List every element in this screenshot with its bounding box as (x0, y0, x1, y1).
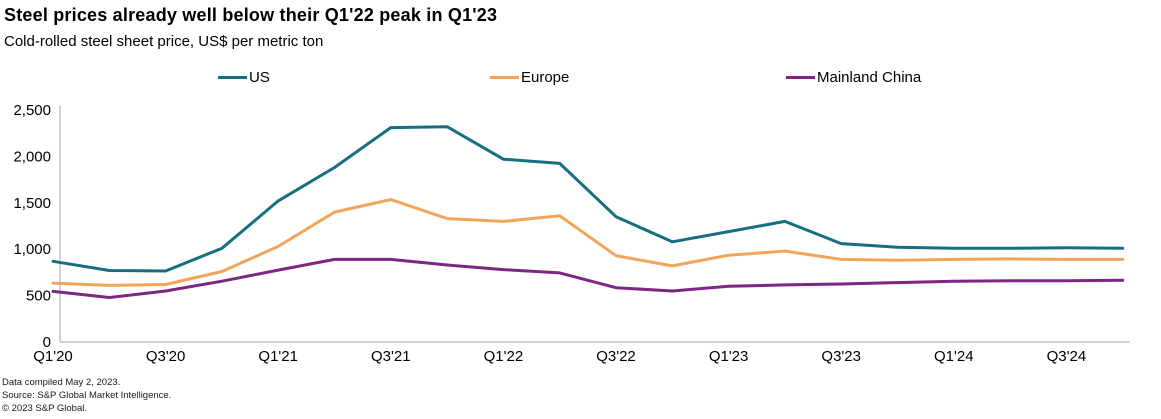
chart-footnotes: Data compiled May 2, 2023. Source: S&P G… (2, 376, 171, 415)
footnote-source: Source: S&P Global Market Intelligence. (2, 390, 172, 401)
legend-item-us: US (218, 68, 270, 86)
x-tick-label: Q1'21 (258, 348, 298, 365)
x-tick-label: Q3'21 (371, 348, 411, 365)
us-line (51, 125, 1125, 273)
x-tick-label: Q3'20 (146, 348, 186, 365)
mainland-china-line-swatch-icon (786, 75, 815, 79)
x-tick-label: Q1'23 (709, 348, 749, 365)
x-tick-label: Q3'24 (1047, 348, 1087, 365)
footnote-data-compiled: Data compiled May 2, 2023. (2, 377, 121, 388)
mainland-china-line (51, 257, 1125, 299)
y-tick-label: 1,500 (13, 195, 51, 212)
footnote-copyright: © 2023 S&P Global. (2, 403, 87, 414)
y-tick-label: 1,000 (13, 241, 51, 258)
y-tick-label: 0 (43, 334, 51, 351)
x-tick-label: Q1'24 (934, 348, 974, 365)
y-tick-label: 2,000 (13, 148, 51, 165)
x-tick-label: Q1'20 (33, 348, 73, 365)
chart-title: Steel prices already well below their Q1… (4, 5, 498, 25)
y-tick-label: 2,500 (13, 102, 51, 119)
legend-label-mainland-china: Mainland China (817, 68, 922, 86)
us-line-swatch-icon (218, 75, 247, 79)
x-tick-label: Q3'23 (821, 348, 861, 365)
x-tick-label: Q1'22 (484, 348, 524, 365)
europe-line-swatch-icon (490, 75, 519, 79)
legend-label-us: US (249, 68, 270, 86)
legend-item-mainland-china: Mainland China (786, 68, 921, 86)
chart-subtitle: Cold-rolled steel sheet price, US$ per m… (4, 33, 324, 50)
y-tick-label: 500 (26, 288, 51, 305)
legend-label-europe: Europe (521, 68, 570, 86)
europe-line (51, 198, 1125, 287)
x-tick-label: Q3'22 (596, 348, 636, 365)
legend-item-europe: Europe (490, 68, 569, 86)
